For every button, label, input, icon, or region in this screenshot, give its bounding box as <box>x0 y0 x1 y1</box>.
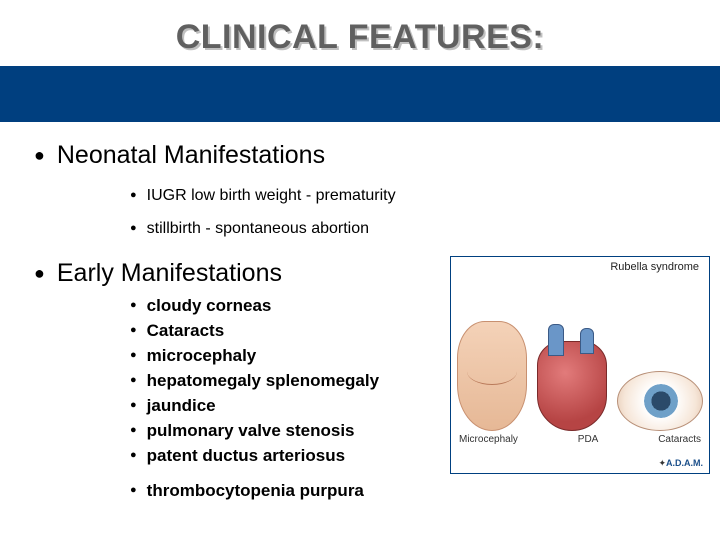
sub-bullet-label: hepatomegaly splenomegaly <box>147 371 379 391</box>
sub-bullet-label: pulmonary valve stenosis <box>147 421 355 441</box>
sub-bullet-label: IUGR low birth weight - prematurity <box>147 186 396 205</box>
illustration-title: Rubella syndrome <box>610 261 699 273</box>
illustration-panel: Rubella syndrome Microcephaly PDA Catara… <box>450 256 710 474</box>
title-blue-strip <box>0 66 720 122</box>
sub-bullet-label: cloudy corneas <box>147 296 272 316</box>
bullet-dot-icon: ● <box>130 371 137 390</box>
bullet-dot-icon: ● <box>130 396 137 415</box>
star-icon: ✦ <box>658 458 666 468</box>
main-bullet-neonatal: ● Neonatal Manifestations <box>34 140 686 170</box>
bullet-dot-icon: ● <box>130 346 137 365</box>
sub-bullet-label: patent ductus arteriosus <box>147 446 345 466</box>
illustration-figures <box>457 281 703 431</box>
eye-icon <box>617 371 703 431</box>
heart-icon <box>537 341 607 431</box>
head-icon <box>457 321 527 431</box>
bullet-dot-icon: ● <box>130 421 137 440</box>
bullet-dot-icon: ● <box>130 446 137 465</box>
sub-bullet-label: microcephaly <box>147 346 257 366</box>
credit-text: A.D.A.M. <box>666 458 703 468</box>
bullet-dot-icon: ● <box>130 219 137 238</box>
neonatal-sub-list: ● IUGR low birth weight - prematurity ● … <box>130 186 686 238</box>
main-bullet-label: Early Manifestations <box>57 258 282 288</box>
figure-cataracts <box>617 281 703 431</box>
figure-microcephaly <box>457 281 527 431</box>
bullet-dot-icon: ● <box>130 321 137 340</box>
bullet-dot-icon: ● <box>34 258 45 288</box>
sub-bullet-label: stillbirth - spontaneous abortion <box>147 219 369 238</box>
bullet-dot-icon: ● <box>34 140 45 170</box>
main-bullet-label: Neonatal Manifestations <box>57 140 325 170</box>
bullet-dot-icon: ● <box>130 296 137 315</box>
illustration-labels-row: Microcephaly PDA Cataracts <box>459 434 701 445</box>
sub-bullet: ● thrombocytopenia purpura <box>130 481 686 501</box>
sub-bullet: ● IUGR low birth weight - prematurity <box>130 186 686 205</box>
sub-bullet-label: Cataracts <box>147 321 225 341</box>
bullet-dot-icon: ● <box>130 186 137 205</box>
figure-label: Microcephaly <box>459 434 518 445</box>
sub-bullet-label: thrombocytopenia purpura <box>147 481 364 501</box>
figure-label: Cataracts <box>658 434 701 445</box>
figure-pda <box>537 281 607 431</box>
slide-title: CLINICAL FEATURES: <box>0 18 720 57</box>
slide: CLINICAL FEATURES: ● Neonatal Manifestat… <box>0 0 720 540</box>
sub-bullet-label: jaundice <box>147 396 216 416</box>
bullet-dot-icon: ● <box>130 481 137 500</box>
illustration-credit: ✦A.D.A.M. <box>658 458 703 469</box>
figure-label: PDA <box>578 434 599 445</box>
sub-bullet: ● stillbirth - spontaneous abortion <box>130 219 686 238</box>
